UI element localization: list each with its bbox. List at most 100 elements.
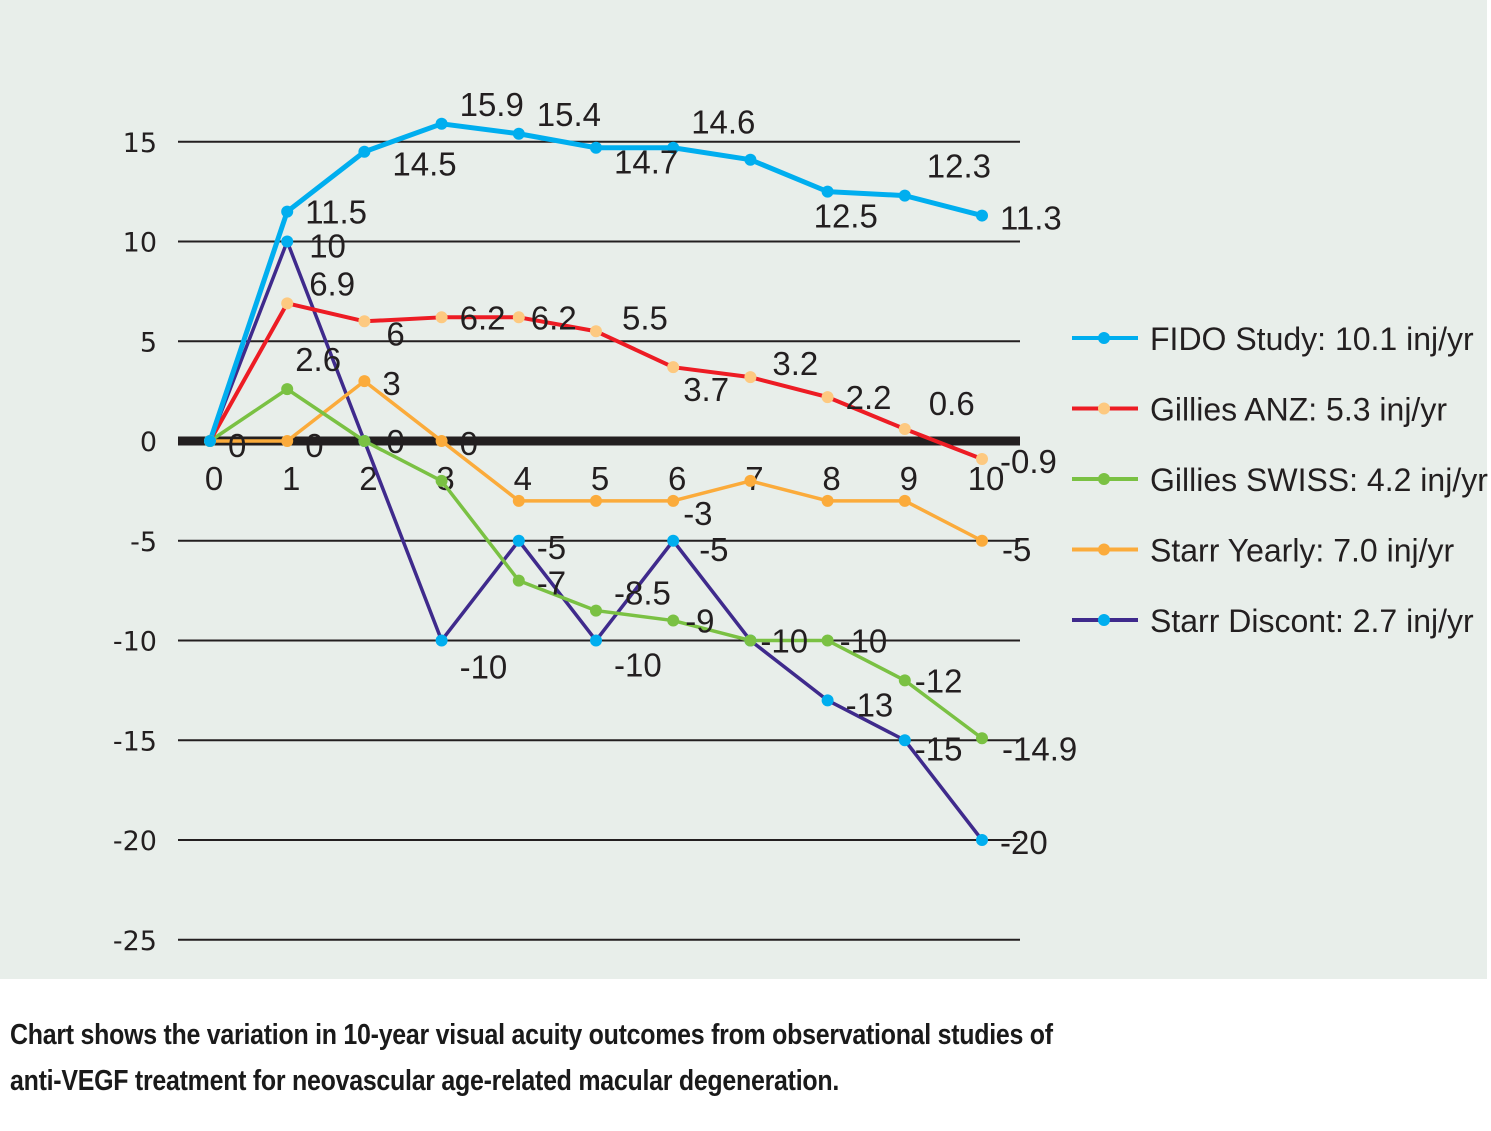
- data-point: [898, 674, 911, 687]
- data-label: 14.5: [392, 146, 456, 183]
- data-label: 0: [228, 427, 246, 464]
- data-point: [667, 494, 680, 507]
- y-tick-label: 15: [123, 128, 157, 159]
- legend-label: Starr Yearly: 7.0 inj/yr: [1150, 533, 1454, 569]
- data-label: 11.5: [305, 194, 367, 231]
- data-label: 6.9: [309, 265, 355, 302]
- data-point: [821, 391, 834, 404]
- data-point: [512, 127, 525, 140]
- data-point: [898, 423, 911, 436]
- data-label: -20: [1000, 824, 1048, 861]
- data-label: 0: [386, 423, 404, 460]
- data-point: [435, 474, 448, 487]
- data-point: [976, 732, 988, 745]
- data-point: [590, 494, 602, 507]
- y-tick-label: -25: [113, 926, 157, 957]
- data-point: [512, 534, 525, 547]
- x-tick-label: 10: [968, 460, 1005, 497]
- legend-marker: [1098, 473, 1110, 485]
- data-point: [435, 311, 448, 324]
- data-point: [435, 634, 448, 647]
- series-markers: [204, 117, 988, 846]
- data-point: [204, 435, 216, 447]
- data-point: [358, 315, 371, 328]
- data-point: [358, 435, 371, 447]
- legend-label: FIDO Study: 10.1 inj/yr: [1150, 321, 1474, 357]
- x-tick-label: 9: [900, 460, 918, 497]
- data-point: [976, 834, 988, 846]
- data-label: -0.9: [1000, 443, 1057, 480]
- data-point: [435, 117, 448, 130]
- data-label: 15.4: [537, 96, 601, 133]
- gridlines: [178, 140, 1020, 941]
- data-label: -3: [683, 495, 712, 532]
- legend-marker: [1098, 332, 1110, 344]
- data-point: [667, 534, 680, 547]
- legend-label: Gillies SWISS: 4.2 inj/yr: [1150, 462, 1488, 498]
- y-tick-label: 0: [140, 427, 157, 458]
- data-point: [435, 435, 448, 447]
- data-point: [898, 494, 911, 507]
- legend-label: Starr Discont: 2.7 inj/yr: [1150, 603, 1474, 639]
- data-label: 14.6: [691, 104, 755, 141]
- data-point: [667, 141, 680, 154]
- data-label: 6: [386, 315, 404, 352]
- legend-marker: [1098, 614, 1110, 626]
- caption-line-2: anti-VEGF treatment for neovascular age-…: [10, 1065, 840, 1097]
- data-point: [590, 634, 602, 647]
- x-tick-label: 8: [822, 460, 840, 497]
- data-point: [281, 205, 294, 218]
- data-point: [281, 297, 294, 310]
- data-label: 0: [305, 427, 323, 464]
- data-label: -5: [1002, 531, 1031, 568]
- x-axis-ticks: 012345678910: [205, 460, 1005, 497]
- y-tick-label: -20: [113, 826, 157, 857]
- data-point: [358, 145, 371, 158]
- data-point: [821, 494, 834, 507]
- data-point: [976, 534, 988, 547]
- data-point: [744, 634, 757, 647]
- data-point: [281, 383, 294, 396]
- data-label: 0: [460, 425, 478, 462]
- data-point: [281, 235, 294, 248]
- data-point: [512, 574, 525, 587]
- x-tick-label: 5: [591, 460, 609, 497]
- legend-label: Gillies ANZ: 5.3 inj/yr: [1150, 392, 1447, 428]
- data-label: -10: [840, 623, 888, 660]
- data-point: [821, 185, 834, 198]
- data-label: -10: [760, 623, 808, 660]
- data-point: [590, 325, 602, 338]
- data-label: 6.2: [531, 299, 577, 336]
- x-tick-label: 0: [205, 460, 223, 497]
- caption-line-1: Chart shows the variation in 10-year vis…: [10, 1019, 1053, 1051]
- data-label: -7: [537, 565, 566, 602]
- data-label: -10: [614, 647, 662, 684]
- data-label: 6.2: [460, 299, 506, 336]
- x-tick-label: 1: [282, 460, 300, 497]
- data-label: 2.6: [295, 341, 341, 378]
- data-label: -5: [699, 531, 728, 568]
- y-tick-label: 10: [123, 228, 157, 259]
- data-label: -8.5: [614, 575, 671, 612]
- data-point: [976, 209, 988, 222]
- data-point: [667, 361, 680, 374]
- data-label: 2.2: [846, 379, 892, 416]
- data-label: -5: [537, 529, 566, 566]
- data-labels: 11.5 14.515.9 15.4 14.7 14.6 12.5 12.311.3 6.9 6…: [228, 86, 1077, 861]
- y-tick-label: -5: [130, 527, 157, 558]
- data-label: 14.7: [614, 144, 678, 181]
- y-tick-label: -15: [113, 726, 157, 757]
- data-point: [512, 311, 525, 324]
- data-label: 15.9: [460, 86, 524, 123]
- data-label: 11.3: [1000, 200, 1062, 237]
- data-point: [744, 474, 757, 487]
- data-label: 0.6: [929, 385, 975, 422]
- data-point: [976, 452, 988, 465]
- data-point: [744, 371, 757, 384]
- data-point: [590, 604, 602, 617]
- x-tick-label: 6: [668, 460, 686, 497]
- data-label: -12: [915, 662, 963, 699]
- data-point: [512, 494, 525, 507]
- data-point: [590, 141, 602, 154]
